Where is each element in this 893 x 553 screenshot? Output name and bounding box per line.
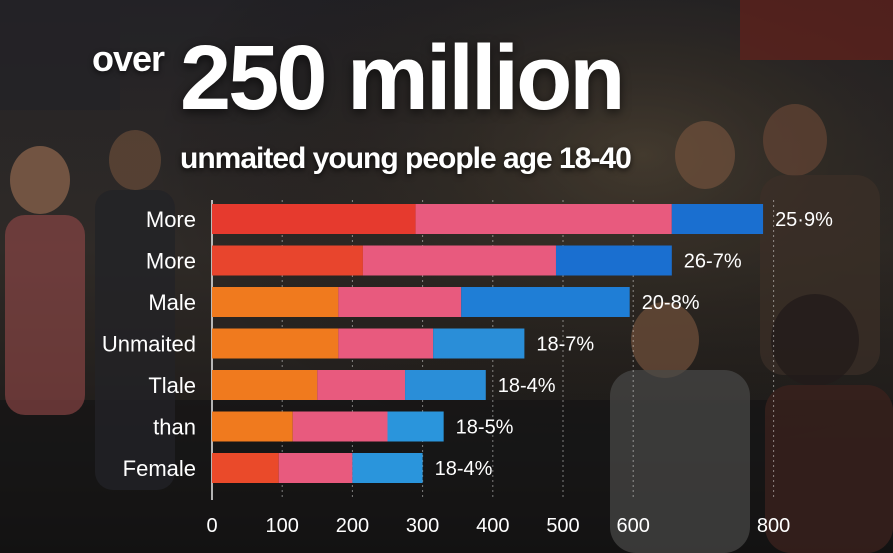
x-tick-label: 600 — [617, 515, 650, 537]
x-tick-label: 500 — [546, 515, 579, 537]
value-label: 25·9% — [775, 209, 833, 231]
category-label: More — [146, 249, 196, 274]
value-label: 20-8% — [642, 292, 700, 314]
value-label: 18-5% — [456, 417, 514, 439]
category-label: Male — [148, 290, 196, 315]
bar-segment — [212, 287, 339, 317]
category-label: More — [146, 207, 196, 232]
x-tick-label: 0 — [206, 515, 217, 537]
bar-segment — [212, 411, 293, 442]
bar-segment — [387, 411, 444, 442]
bar-segment — [317, 370, 406, 400]
bars-layer — [212, 204, 764, 483]
bar-segment — [362, 245, 556, 276]
x-tick-label: 300 — [406, 515, 439, 537]
value-label: 18-7% — [536, 334, 594, 356]
bar-segment — [338, 287, 462, 317]
labels-layer: 0 100 200 300 400 500 600 800 More 25·9% More 26-7%… — [102, 207, 833, 537]
bar-segment — [433, 328, 525, 359]
category-label: Unmaited — [102, 332, 196, 357]
category-label: Tlale — [148, 373, 196, 398]
bar-segment — [212, 245, 363, 276]
bar-segment — [338, 328, 434, 359]
x-tick-label: 100 — [266, 515, 299, 537]
value-label: 18-4% — [498, 375, 556, 397]
x-tick-label: 800 — [757, 515, 790, 537]
bar-segment — [212, 453, 279, 483]
headline-prefix: over — [92, 38, 165, 79]
bar-segment — [405, 370, 486, 400]
bar-segment — [212, 204, 416, 234]
chart-subtitle: unmaited young people age 18-40 — [180, 142, 632, 175]
bar-segment — [555, 245, 672, 276]
value-label: 18-4% — [435, 458, 493, 480]
category-label: Female — [123, 456, 196, 481]
bar-segment — [212, 370, 318, 400]
bar-segment — [671, 204, 764, 234]
x-tick-label: 200 — [336, 515, 369, 537]
value-label: 26-7% — [684, 251, 742, 273]
bar-segment — [352, 453, 423, 483]
headline-number: 250 million — [180, 27, 625, 129]
bar-segment — [415, 204, 672, 234]
x-tick-label: 400 — [476, 515, 509, 537]
bar-segment — [212, 328, 339, 359]
bar-segment — [292, 411, 388, 442]
bar-segment — [278, 453, 353, 483]
bar-segment — [461, 287, 630, 317]
category-label: than — [153, 415, 196, 440]
